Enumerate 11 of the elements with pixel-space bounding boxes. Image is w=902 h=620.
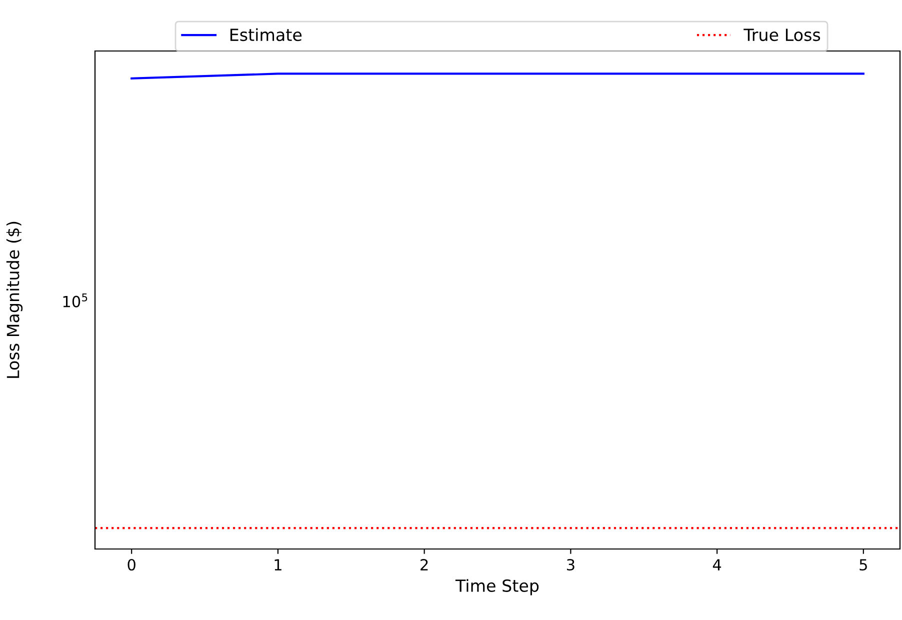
- legend-label: True Loss: [744, 28, 820, 42]
- legend-label: Estimate: [230, 28, 302, 42]
- x-axis-title: Time Step: [455, 579, 539, 596]
- text: 10$^{5}$: [63, 293, 88, 308]
- x-tick-label: 2: [420, 558, 428, 570]
- y-axis-title: Loss Magnitude ($): [6, 222, 23, 378]
- x-tick-label: 3: [566, 558, 574, 571]
- x-tick-label: 4: [712, 559, 722, 570]
- x-tick-label: 0: [128, 558, 136, 571]
- x-tick-label: 5: [860, 559, 867, 571]
- x-tick-label: 1: [274, 559, 282, 570]
